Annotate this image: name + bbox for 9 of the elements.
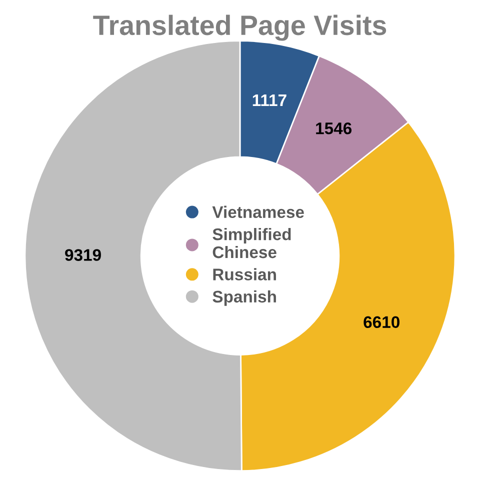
data-label: 1117 <box>252 94 286 106</box>
data-label: 6610 <box>364 316 400 328</box>
legend-label: Spanish <box>212 290 276 306</box>
legend-label: Russian <box>213 268 276 280</box>
legend-label: Vietnamese <box>212 206 304 218</box>
legend-label: Simplified Chinese <box>212 228 291 258</box>
chart-title: Translated Page Visits <box>93 14 386 41</box>
data-label: 9319 <box>65 249 101 261</box>
data-label: 1546 <box>316 122 352 134</box>
